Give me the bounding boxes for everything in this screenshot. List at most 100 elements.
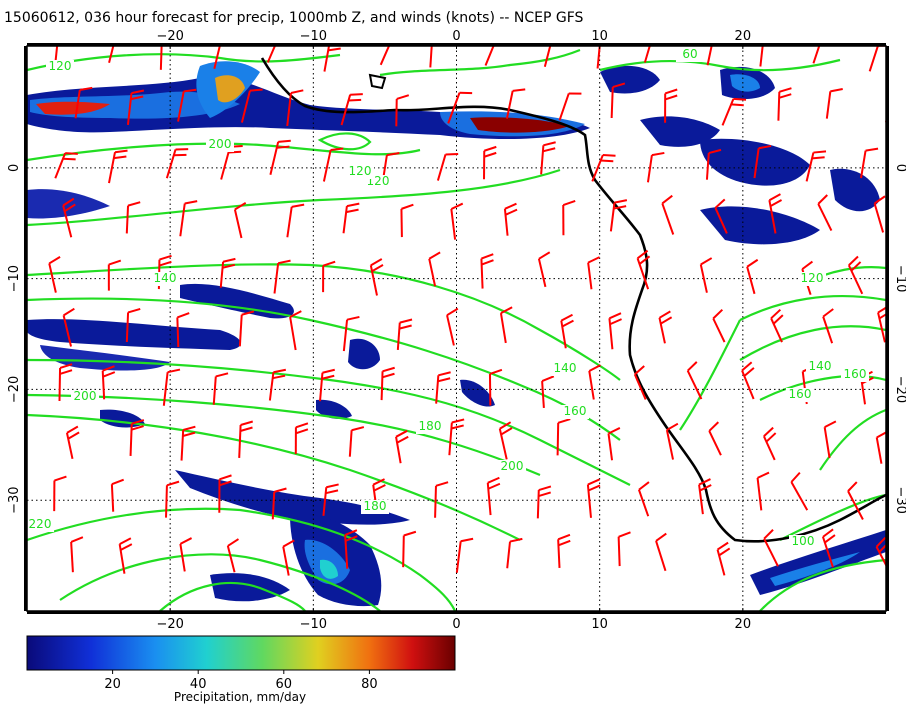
wind-barb (53, 475, 67, 512)
wind-barb (543, 46, 553, 67)
wind-barb (125, 201, 141, 234)
wind-barb (847, 481, 864, 520)
y-tick-label: −20 (7, 376, 22, 403)
wind-barb (233, 202, 247, 239)
wind-barbs (48, 46, 886, 576)
wind-barb (825, 87, 843, 119)
wind-barb (721, 97, 747, 126)
wind-barb (165, 480, 180, 518)
wind-barb (448, 418, 465, 456)
contour-label: 120 (349, 164, 372, 178)
wind-barb (446, 307, 459, 346)
wind-barb (488, 368, 503, 406)
geopotential-contours (27, 48, 886, 611)
wind-barb (805, 150, 827, 182)
contour-label: 160 (844, 367, 867, 381)
wind-barb (162, 368, 181, 406)
wind-barb (686, 361, 703, 400)
wind-barb (759, 46, 765, 67)
contour-label: 120 (49, 59, 72, 73)
wind-barb (118, 537, 133, 574)
colorbar-tick-labels: 20 40 60 80 (104, 670, 378, 692)
contour-label-bg (346, 165, 374, 179)
wind-barb (705, 148, 722, 180)
contour-label-bg (361, 500, 389, 514)
wind-barb (708, 421, 722, 456)
wind-barb (62, 307, 75, 347)
wind-barb (877, 305, 886, 343)
wind-barb (540, 141, 556, 175)
wind-barb (395, 429, 409, 464)
wind-barb (48, 256, 61, 293)
wind-barb (823, 420, 837, 459)
y-tick-label: 0 (893, 164, 906, 172)
wind-barb (319, 368, 335, 402)
wind-barb (266, 46, 282, 63)
contour-label-bg (71, 390, 99, 404)
x-tick-label: 20 (735, 617, 752, 632)
wind-barb (558, 92, 582, 121)
precipitation-field (27, 61, 886, 607)
x-tick-labels-bottom: −20 −10 0 10 20 (156, 608, 751, 632)
wind-barb (480, 253, 494, 289)
wind-barb (177, 88, 197, 122)
wind-barb (340, 93, 363, 126)
wind-barb (294, 422, 309, 455)
wind-barb (400, 203, 414, 238)
y-tick-label: −10 (893, 265, 906, 292)
wind-barb (658, 310, 673, 344)
wind-barb (875, 430, 886, 464)
y-tick-label: −30 (7, 486, 22, 513)
wind-barb (436, 152, 459, 181)
wind-barb (322, 483, 339, 516)
wind-barb (286, 203, 305, 238)
y-tick-labels-left: 0 −10 −20 −30 (7, 164, 22, 514)
wind-barb (380, 366, 395, 401)
wind-barb (499, 306, 513, 344)
wind-barb (273, 259, 291, 294)
wind-barb (429, 46, 434, 68)
wind-barb (586, 478, 601, 518)
y-tick-label: −10 (7, 265, 22, 292)
wind-barb (344, 529, 358, 569)
wind-barb (58, 363, 73, 402)
contour-label: 60 (682, 47, 697, 61)
wind-barb (588, 364, 601, 400)
wind-barb (65, 425, 80, 460)
contour-label: 180 (364, 499, 387, 513)
contour-label: 100 (792, 534, 815, 548)
wind-barb (608, 312, 622, 350)
wind-barb (503, 202, 518, 236)
contour-label: 120 (801, 271, 824, 285)
colorbar-label: Precipitation, mm/day (173, 690, 307, 704)
wind-barb (665, 422, 679, 460)
wind-barb (379, 46, 393, 66)
wind-barb (607, 427, 621, 461)
colorbar-tick-label: 60 (276, 677, 293, 692)
wind-barb (557, 533, 571, 569)
wind-barb (706, 46, 715, 66)
wind-barb (746, 258, 759, 295)
wind-barb (873, 195, 886, 233)
contour-label-bg (27, 518, 54, 532)
wind-barb (110, 478, 125, 512)
right-frame-bar (886, 46, 889, 611)
wind-barb (159, 46, 163, 70)
wind-barb (610, 82, 626, 119)
wind-barb (556, 418, 571, 456)
contour-label: 200 (74, 389, 97, 403)
graticule (27, 46, 886, 611)
colorbar-tick-label: 80 (361, 677, 378, 692)
wind-barb (587, 256, 600, 290)
wind-barb (271, 487, 287, 520)
contour-label: 220 (29, 517, 52, 531)
wind-barb (822, 308, 834, 344)
wind-barb (70, 536, 84, 573)
wind-barb (455, 537, 474, 573)
coastline (260, 57, 886, 543)
contour-label-bg (151, 272, 179, 286)
wind-barb (483, 145, 497, 180)
contour-label: 140 (154, 271, 177, 285)
contour-label: 160 (564, 404, 587, 418)
